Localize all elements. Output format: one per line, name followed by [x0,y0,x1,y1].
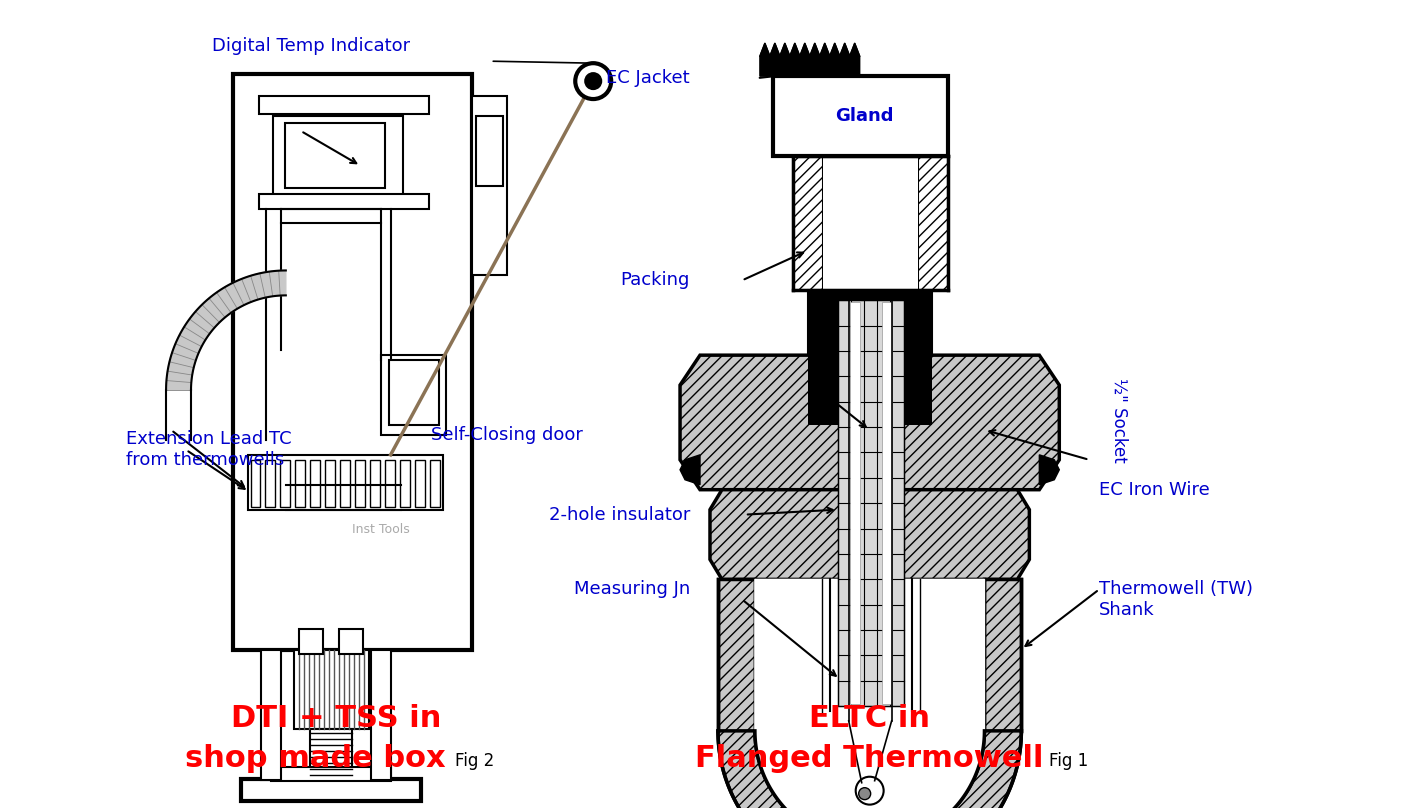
Bar [266,460,276,506]
Text: ½" Socket: ½" Socket [1110,378,1128,462]
Bar [280,460,290,506]
Bar [808,355,931,425]
Text: Extension Lead TC
from thermowells: Extension Lead TC from thermowells [127,430,291,469]
Bar [477,116,504,186]
Bar [473,96,508,275]
Bar [325,460,335,506]
Bar [882,303,892,704]
Polygon shape [680,455,701,485]
Bar [260,650,281,780]
Bar [431,460,440,506]
Text: Flanged Thermowell: Flanged Thermowell [695,744,1044,773]
Text: Fig 2: Fig 2 [456,752,495,770]
Bar [311,460,321,506]
Bar [259,193,429,209]
Bar [985,579,1021,731]
Bar [241,779,421,801]
Bar [284,123,384,188]
Circle shape [855,777,884,805]
Text: Digital Temp Indicator: Digital Temp Indicator [211,37,409,55]
Polygon shape [711,489,1030,579]
Bar [356,460,364,506]
Bar [294,650,369,729]
Text: Inst Tools: Inst Tools [352,523,409,536]
Text: Self-Closing door: Self-Closing door [431,426,582,444]
Circle shape [858,788,871,799]
Bar [370,460,380,506]
Bar [823,156,917,290]
Text: EC Iron Wire: EC Iron Wire [1099,481,1210,498]
Bar [298,629,322,654]
Circle shape [585,73,601,89]
Bar [386,460,395,506]
Polygon shape [760,43,860,76]
Bar [259,96,429,114]
Bar [250,460,260,506]
Bar [310,729,352,779]
Polygon shape [1040,455,1059,485]
Bar [234,74,473,650]
Text: shop made box: shop made box [186,744,446,773]
Bar [400,460,409,506]
Text: Packing: Packing [620,272,689,290]
Bar [370,650,391,780]
Bar [381,355,446,435]
Polygon shape [680,355,1059,489]
Polygon shape [756,579,985,809]
Bar [295,460,305,506]
Bar [808,290,931,355]
Polygon shape [718,731,1021,809]
Bar [388,360,439,425]
Bar [415,460,425,506]
Bar [273,116,402,196]
Text: DTI + TSS in: DTI + TSS in [231,705,440,734]
Bar [340,460,350,506]
Bar [772,76,947,156]
Polygon shape [166,270,286,390]
Bar [718,579,756,731]
Bar [272,767,391,781]
Bar [837,300,903,706]
Text: ELTC in: ELTC in [809,705,930,734]
Bar [792,156,823,290]
Bar [850,303,860,704]
Text: Measuring Jn: Measuring Jn [574,580,689,599]
Bar [248,455,443,510]
Text: 2-hole insulator: 2-hole insulator [549,506,689,523]
Text: EC Jacket: EC Jacket [606,69,689,87]
Circle shape [575,63,611,99]
Bar [917,156,947,290]
Bar [339,629,363,654]
Text: Fig 1: Fig 1 [1050,752,1089,770]
Text: Thermowell (TW)
Shank: Thermowell (TW) Shank [1099,580,1254,619]
Text: Gland: Gland [836,107,893,125]
